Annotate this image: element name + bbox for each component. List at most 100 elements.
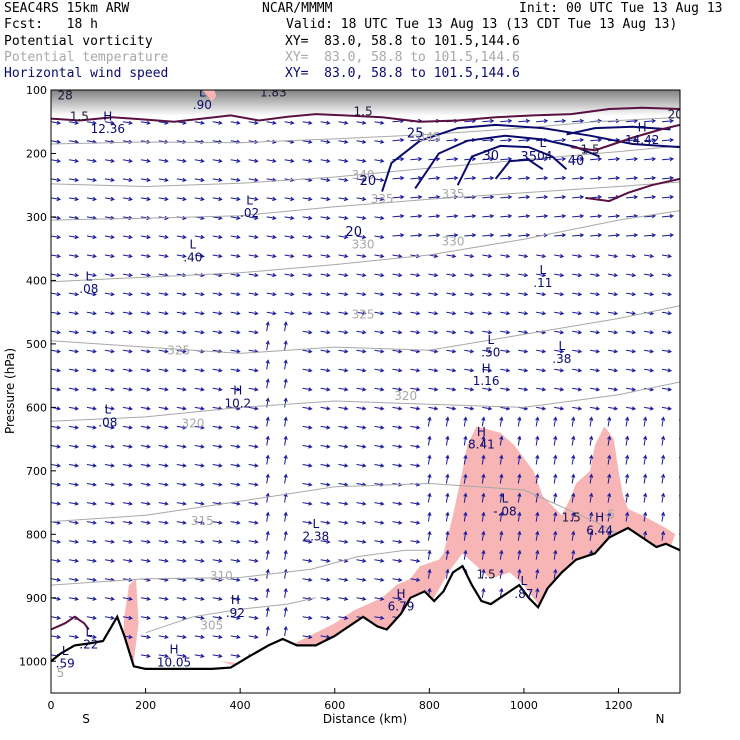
wind-vector [104, 158, 115, 163]
wind-vector [176, 177, 187, 182]
wind-vector [176, 425, 187, 430]
wind-vector [158, 349, 169, 354]
wind-vector [536, 176, 549, 181]
wind-vector [590, 292, 601, 297]
wind-vector [140, 254, 151, 259]
wind-vector [176, 501, 187, 506]
wind-vector [589, 492, 594, 503]
wind-vector [554, 368, 565, 373]
wind-vector [679, 178, 680, 179]
wind-vector [356, 330, 367, 335]
wind-vector [104, 615, 115, 620]
wind-vector [571, 473, 576, 484]
wind-vector [572, 195, 585, 200]
wind-vector [626, 330, 637, 335]
init-time: Init: 00 UTC Tue 13 Aug 13 [519, 1, 723, 16]
extremum-letter: L [246, 193, 253, 207]
wind-vector [661, 530, 666, 541]
wind-vector [283, 530, 288, 541]
extremum-letter: H [477, 425, 486, 439]
wind-vector [535, 549, 540, 560]
wind-vector [338, 330, 349, 335]
wind-vector [626, 254, 637, 259]
wind-vector [140, 330, 151, 335]
wind-vector [445, 530, 450, 541]
wind-vector [446, 254, 457, 259]
wind-vector [86, 234, 97, 240]
extremum-value: 6.44 [586, 523, 613, 537]
wind-vector [320, 444, 331, 449]
right-endpoint-label: N [656, 712, 665, 726]
wind-vector [661, 368, 673, 373]
wind-vector [481, 511, 486, 522]
wind-vector [374, 349, 385, 354]
wind-vector [392, 214, 405, 219]
wind-vector [140, 196, 151, 202]
wind-vector [212, 387, 223, 392]
wind-vector [643, 492, 648, 503]
wind-vector [302, 120, 313, 125]
wind-vector [410, 330, 421, 335]
wind-vector [590, 156, 603, 162]
wind-vector [554, 349, 565, 354]
wind-vector [51, 634, 62, 639]
wind-vector [410, 214, 423, 219]
pv-label: 1.5 [581, 143, 600, 157]
wind-vector [265, 435, 270, 446]
extremum-letter: H [231, 593, 240, 607]
wind-vector [482, 330, 493, 335]
wind-vector [194, 577, 205, 582]
wind-vector [86, 330, 97, 335]
wind-vector [410, 501, 421, 506]
wind-vector [643, 435, 648, 446]
wind-vector [481, 549, 486, 560]
theta-contour-325 [51, 305, 680, 354]
wind-vector [230, 196, 241, 202]
wind-vector [445, 511, 450, 522]
wind-vector [230, 273, 241, 278]
wind-vector [320, 463, 331, 468]
wind-vector [266, 234, 277, 240]
wind-vector [427, 416, 432, 427]
wind-vector [104, 292, 115, 297]
wind-vector [374, 196, 385, 202]
wind-vector [392, 387, 403, 392]
wind-vector [302, 634, 313, 639]
theta-label: 310 [210, 569, 233, 583]
pv-contour [51, 615, 90, 631]
wind-vector [320, 254, 331, 259]
field-horizontal-wind-speed-xy: XY= 83.0, 58.8 to 101.5,144.6 [285, 66, 520, 81]
wind-vector [176, 292, 187, 297]
wind-vector [590, 330, 601, 335]
wind-vector [212, 520, 223, 525]
wind-vector [500, 406, 511, 411]
wind-vector [158, 539, 169, 544]
wind-vector [410, 577, 421, 582]
top-label: 28 [58, 89, 73, 103]
wind-vector [248, 577, 259, 582]
organization: NCAR/MMMM [262, 1, 333, 16]
wind-vector [428, 137, 441, 143]
wind-vector [446, 387, 457, 392]
wind-vector [86, 254, 97, 259]
wind-vector [51, 482, 62, 487]
wind-vector [392, 558, 403, 563]
wind-vector [248, 311, 259, 316]
wind-vector [410, 156, 423, 162]
wind-vector [679, 293, 680, 294]
wind-vector [212, 254, 223, 259]
wind-vector [392, 311, 403, 316]
extremum-letter: L [558, 339, 565, 353]
wind-vector [464, 406, 475, 411]
wind-vector [536, 311, 547, 316]
wind-vector [445, 473, 450, 484]
theta-contour-330 [51, 210, 680, 283]
wind-vector [158, 558, 169, 563]
wind-vector [410, 233, 423, 238]
x-axis-title: Distance (km) [323, 712, 407, 726]
wind-vector [86, 311, 97, 316]
wind-vector [590, 214, 603, 219]
pv-label: 1.5 [354, 104, 373, 118]
wind-vector [248, 215, 259, 221]
wind-vector [212, 482, 223, 487]
